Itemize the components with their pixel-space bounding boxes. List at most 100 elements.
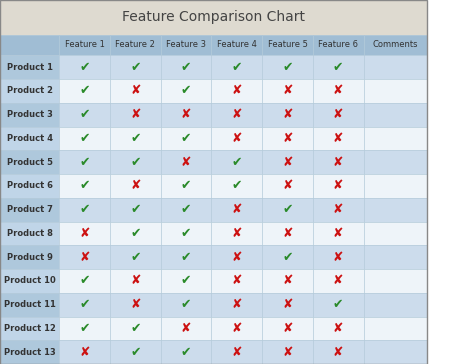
Text: ✘: ✘	[333, 227, 344, 240]
Text: ✔: ✔	[181, 61, 191, 74]
Bar	[161, 103, 211, 127]
Text: ✘: ✘	[333, 203, 344, 216]
Bar	[364, 293, 427, 317]
Text: Comments: Comments	[373, 40, 418, 50]
Bar	[161, 127, 211, 150]
Text: ✔: ✔	[79, 108, 90, 121]
Text: ✘: ✘	[282, 227, 293, 240]
Bar	[161, 174, 211, 198]
Bar	[364, 35, 427, 55]
Text: ✔: ✔	[130, 156, 141, 169]
Text: ✘: ✘	[231, 132, 242, 145]
Bar	[161, 269, 211, 293]
Bar	[0, 222, 59, 245]
Text: ✘: ✘	[181, 322, 191, 335]
Bar	[0, 35, 59, 55]
Bar	[0, 150, 59, 174]
Bar	[262, 340, 313, 364]
Bar	[110, 245, 161, 269]
Text: ✘: ✘	[282, 132, 293, 145]
Bar	[110, 103, 161, 127]
Bar	[262, 174, 313, 198]
Text: Product 12: Product 12	[4, 324, 55, 333]
Text: ✔: ✔	[181, 227, 191, 240]
Text: ✔: ✔	[130, 132, 141, 145]
Bar	[262, 293, 313, 317]
Bar	[313, 317, 364, 340]
Text: ✘: ✘	[231, 346, 242, 359]
Bar	[313, 127, 364, 150]
Bar	[0, 0, 427, 364]
Bar	[364, 79, 427, 103]
Bar	[161, 150, 211, 174]
Text: Feature 5: Feature 5	[267, 40, 308, 50]
Bar	[313, 103, 364, 127]
Bar	[262, 55, 313, 79]
Text: ✔: ✔	[282, 61, 293, 74]
Bar	[0, 55, 59, 79]
Bar	[364, 103, 427, 127]
Text: ✘: ✘	[231, 108, 242, 121]
Text: ✘: ✘	[333, 179, 344, 193]
Text: ✘: ✘	[231, 227, 242, 240]
Text: ✘: ✘	[79, 346, 90, 359]
Text: ✔: ✔	[79, 61, 90, 74]
Text: ✔: ✔	[231, 179, 242, 193]
Bar	[364, 55, 427, 79]
Text: ✘: ✘	[282, 179, 293, 193]
Text: ✘: ✘	[333, 84, 344, 98]
Text: ✔: ✔	[181, 346, 191, 359]
Text: ✘: ✘	[282, 322, 293, 335]
Text: ✔: ✔	[130, 61, 141, 74]
Bar	[364, 269, 427, 293]
Bar	[211, 127, 262, 150]
Text: ✔: ✔	[282, 203, 293, 216]
Bar	[59, 340, 110, 364]
Text: ✘: ✘	[231, 298, 242, 311]
Text: ✔: ✔	[79, 179, 90, 193]
Bar	[59, 127, 110, 150]
Bar	[211, 79, 262, 103]
Text: ✔: ✔	[130, 227, 141, 240]
Bar	[262, 127, 313, 150]
Bar	[110, 198, 161, 222]
Bar	[59, 269, 110, 293]
Text: ✔: ✔	[282, 251, 293, 264]
Bar	[0, 174, 59, 198]
Text: ✔: ✔	[181, 84, 191, 98]
Text: ✔: ✔	[181, 274, 191, 288]
Bar	[161, 245, 211, 269]
Text: ✘: ✘	[282, 108, 293, 121]
Text: Feature 2: Feature 2	[115, 40, 155, 50]
Bar	[364, 150, 427, 174]
Bar	[211, 103, 262, 127]
Bar	[364, 127, 427, 150]
Bar	[161, 55, 211, 79]
Bar	[211, 245, 262, 269]
Text: Product 5: Product 5	[7, 158, 53, 167]
Bar	[110, 79, 161, 103]
Bar	[313, 269, 364, 293]
Bar	[161, 198, 211, 222]
Bar	[313, 79, 364, 103]
Bar	[59, 174, 110, 198]
Text: ✔: ✔	[130, 346, 141, 359]
Text: ✔: ✔	[79, 298, 90, 311]
Bar	[211, 222, 262, 245]
Text: Product 8: Product 8	[7, 229, 53, 238]
Text: ✔: ✔	[79, 132, 90, 145]
Bar	[0, 198, 59, 222]
Text: Product 10: Product 10	[4, 276, 55, 285]
Text: Product 11: Product 11	[4, 300, 55, 309]
Text: ✘: ✘	[333, 274, 344, 288]
Bar	[211, 35, 262, 55]
Bar	[211, 150, 262, 174]
Bar	[262, 222, 313, 245]
Bar	[59, 245, 110, 269]
Bar	[364, 222, 427, 245]
Bar	[313, 198, 364, 222]
Text: ✔: ✔	[181, 203, 191, 216]
Bar	[262, 198, 313, 222]
Text: Product 7: Product 7	[7, 205, 53, 214]
Text: ✘: ✘	[130, 179, 141, 193]
